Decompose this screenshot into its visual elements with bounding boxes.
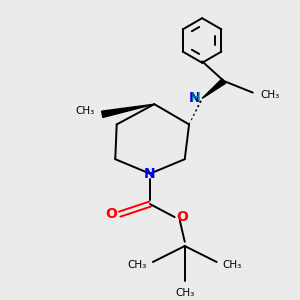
Polygon shape xyxy=(202,79,226,98)
Text: N: N xyxy=(144,167,156,181)
Text: CH₃: CH₃ xyxy=(128,260,147,270)
Text: O: O xyxy=(105,207,117,221)
Text: H: H xyxy=(171,91,201,104)
Text: CH₃: CH₃ xyxy=(222,260,242,270)
Text: CH₃: CH₃ xyxy=(175,288,194,298)
Text: CH₃: CH₃ xyxy=(260,91,279,100)
Text: O: O xyxy=(176,210,188,224)
Text: N: N xyxy=(189,91,201,105)
Text: CH₃: CH₃ xyxy=(76,106,95,116)
Polygon shape xyxy=(102,104,154,117)
